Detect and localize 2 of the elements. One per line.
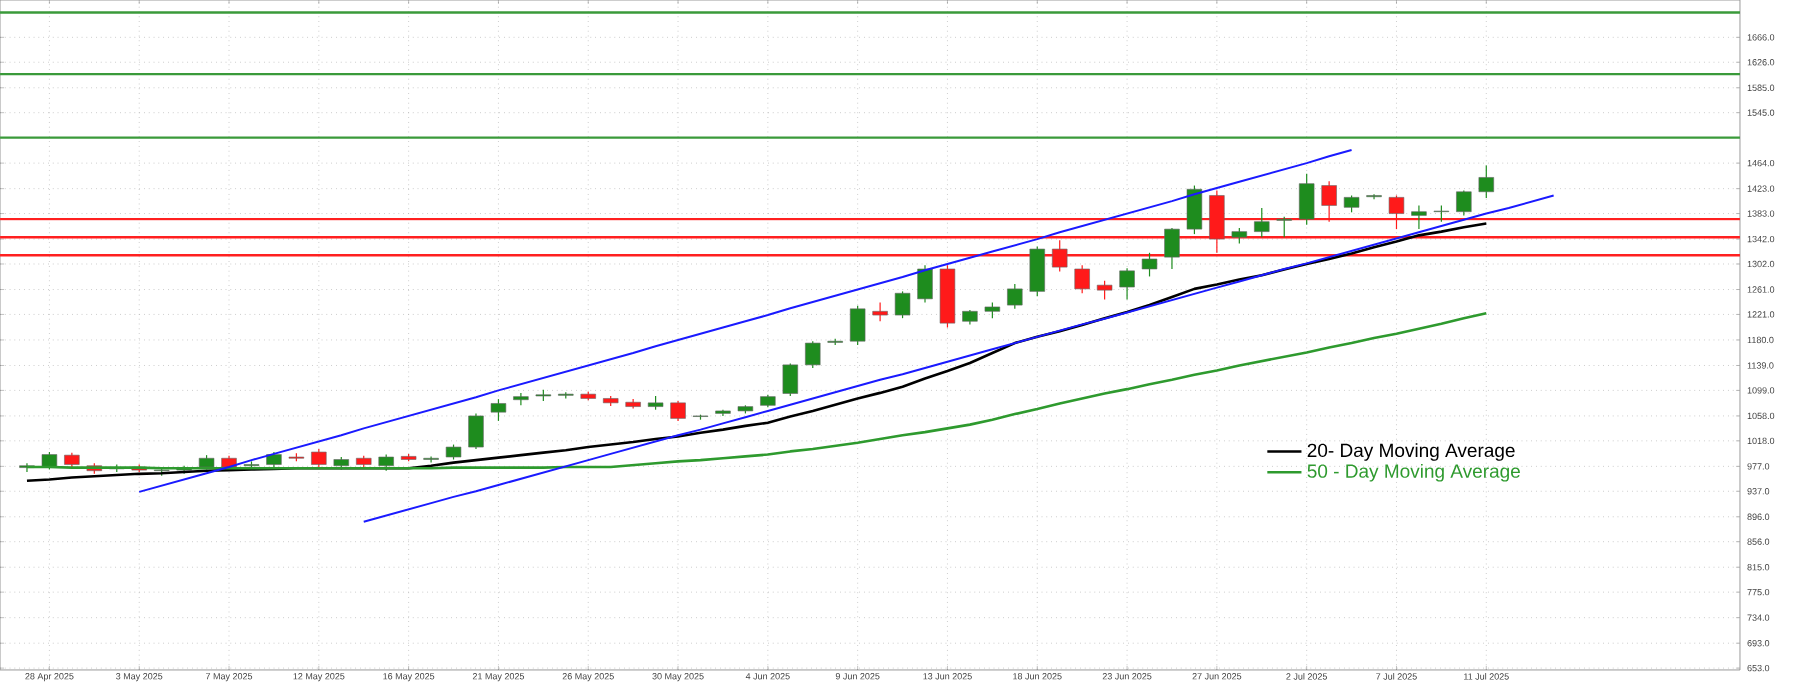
legend-label: 50 - Day Moving Average (1307, 463, 1520, 482)
legend-label: 20- Day Moving Average (1307, 443, 1515, 461)
